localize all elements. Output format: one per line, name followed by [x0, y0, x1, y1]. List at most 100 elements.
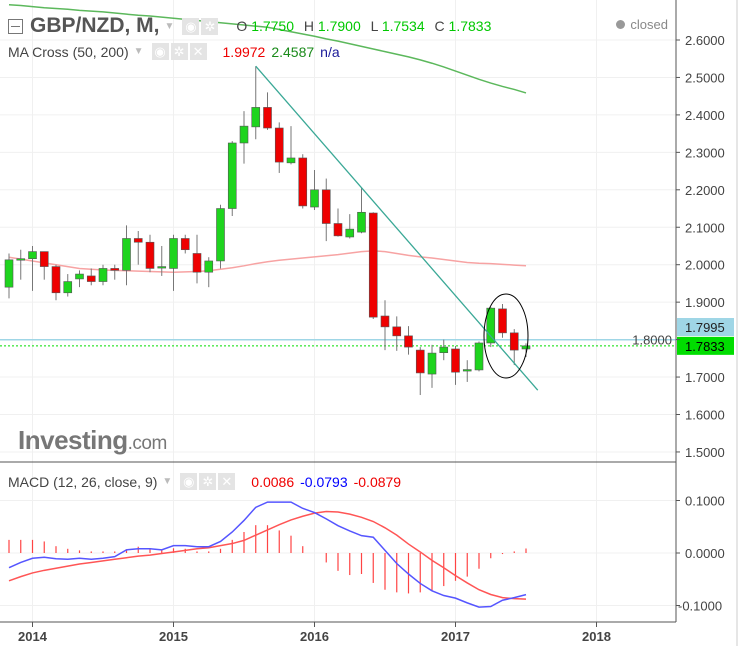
candle-up: [4, 259, 14, 288]
candle-up: [521, 345, 531, 350]
trendline-path: [255, 65, 539, 391]
candle-up: [63, 281, 73, 294]
market-status: closed: [616, 17, 668, 32]
y-tick-label: 2.4000: [685, 108, 725, 123]
candle-up: [227, 142, 237, 209]
close-icon[interactable]: ✕: [218, 473, 236, 490]
low-label: L: [370, 18, 378, 34]
chevron-down-icon[interactable]: ▼: [164, 20, 175, 32]
candle-up: [345, 228, 355, 238]
price-marker-label-box: [677, 318, 734, 336]
candles: [0, 66, 676, 396]
y-tick-label: 1.7000: [685, 370, 725, 385]
chevron-down-icon[interactable]: ▼: [133, 46, 144, 57]
candle-down: [415, 349, 425, 374]
macd-signal-value: -0.0879: [353, 473, 402, 490]
candle-down: [192, 253, 202, 273]
gear-icon[interactable]: ✲: [199, 473, 217, 490]
macd-y-tick-label: 0.0000: [685, 546, 725, 561]
candle-down: [298, 157, 308, 207]
ma200-path: [8, 4, 527, 94]
y-tick-label: 1.6000: [685, 408, 725, 423]
ma50-path: [8, 250, 527, 273]
candle-up: [28, 251, 37, 260]
candle-down: [39, 251, 49, 267]
candle-up: [286, 157, 296, 164]
gear-icon[interactable]: ✲: [170, 43, 188, 60]
macd-legend-label: MACD (12, 26, close, 9): [8, 473, 158, 490]
candle-up: [122, 238, 131, 271]
candle-down: [498, 308, 507, 334]
candle-down: [263, 107, 272, 129]
eye-icon[interactable]: ◉: [182, 17, 200, 35]
logo-text: Investing: [18, 425, 128, 455]
y-tick-label: 1.8000: [632, 333, 672, 348]
candle-down: [145, 241, 155, 269]
annotation-ellipse[interactable]: [483, 293, 529, 379]
x-tick-label: 2018: [582, 629, 611, 644]
ma50-line: [8, 250, 527, 273]
candle-up: [462, 369, 472, 372]
candle-down: [404, 335, 413, 348]
chevron-down-icon[interactable]: ▼: [162, 476, 173, 487]
y-tick-label: 2.3000: [685, 145, 725, 160]
macd-hist-value: 0.0086: [251, 473, 295, 490]
candle-down: [110, 268, 120, 271]
symbol-title: GBP/NZD, M,: [30, 14, 160, 37]
ma50-value: 1.9972: [222, 43, 266, 60]
eye-icon[interactable]: ◉: [151, 43, 169, 60]
candle-up: [486, 307, 496, 344]
last-price-label-box: [677, 336, 734, 355]
y-tick-label: 1.9000: [685, 295, 725, 310]
high-label: H: [303, 18, 315, 34]
candle-up: [251, 107, 261, 128]
eye-icon[interactable]: ◉: [180, 473, 198, 490]
ma200-value: 2.4587: [271, 43, 315, 60]
candle-down: [392, 326, 402, 337]
candle-up: [157, 266, 167, 269]
macd-pane: [8, 501, 527, 608]
low-value: 1.7534: [381, 18, 425, 34]
y-tick-label: 1.5000: [685, 445, 725, 460]
collapse-icon[interactable]: [8, 18, 23, 34]
ma-legend-label: MA Cross (50, 200): [8, 43, 129, 60]
macd-line: [8, 501, 527, 608]
x-tick-label: 2015: [159, 629, 188, 644]
candle-up: [310, 189, 319, 208]
status-text: closed: [630, 17, 668, 32]
candle-up: [98, 268, 108, 282]
candle-down: [368, 212, 378, 318]
macd-y-tick-label: -0.1000: [678, 599, 722, 614]
candle-up: [16, 258, 26, 261]
last-price-label: 1.7833: [685, 339, 725, 354]
close-icon[interactable]: ✕: [189, 43, 207, 60]
x-tick-label: 2016: [300, 629, 329, 644]
candle-down: [509, 332, 519, 351]
signal-line: [8, 510, 527, 600]
symbol-legend: GBP/NZD, M, ▼ ◉ ✲ O 1.7750 H 1.7900 L 1.7…: [8, 14, 491, 38]
close-value: 1.7833: [448, 18, 492, 34]
macd-legend: MACD (12, 26, close, 9) ▼ ◉ ✲ ✕ 0.0086 -0.…: [8, 473, 401, 490]
close-label: C: [434, 18, 445, 34]
candle-down: [51, 266, 61, 294]
grid: [0, 0, 676, 622]
y-tick-label: 2.0000: [685, 258, 725, 273]
x-tick-label: 2014: [18, 629, 48, 644]
ma200-line: [8, 4, 527, 94]
candle-down: [451, 348, 460, 373]
trendline[interactable]: [255, 65, 539, 391]
candle-down: [86, 275, 96, 282]
y-tick-label: 2.1000: [685, 220, 725, 235]
candle-down: [180, 238, 190, 251]
investing-logo: Investing.com: [18, 425, 167, 456]
open-label: O: [236, 18, 248, 34]
macd-y-tick-label: 0.1000: [685, 494, 725, 509]
y-tick-label: 2.5000: [685, 70, 725, 85]
candle-up: [357, 211, 366, 233]
gear-icon[interactable]: ✲: [201, 17, 219, 35]
open-value: 1.7750: [251, 18, 295, 34]
ma-extra-value: n/a: [320, 43, 340, 60]
candle-up: [216, 208, 225, 262]
